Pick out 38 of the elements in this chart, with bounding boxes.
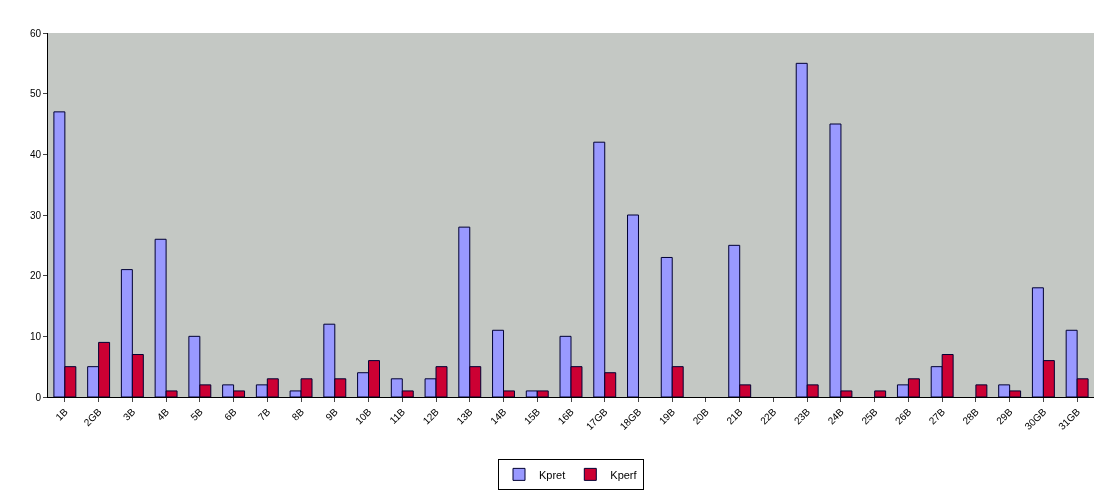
x-tick-label: 5B	[188, 405, 206, 423]
x-tick-label: 27B	[926, 405, 948, 427]
x-tick-label: 15B	[521, 405, 543, 427]
y-tick-label: 50	[29, 88, 42, 100]
x-tick-label: 13B	[454, 405, 475, 427]
x-tick-label: 4B	[154, 405, 172, 423]
x-tick-label: 12B	[420, 405, 442, 427]
y-tick-label: 10	[29, 330, 42, 342]
x-tick-label: 3B	[120, 405, 138, 423]
x-tick-label: 22B	[758, 405, 779, 427]
y-tick-label: 30	[29, 209, 42, 221]
x-tick-label: 1B	[53, 405, 71, 423]
x-tick-label: 25B	[859, 405, 880, 427]
y-tick-label: 60	[29, 27, 42, 39]
x-tick-label: 23B	[791, 405, 813, 427]
y-tick-label: 40	[29, 148, 42, 160]
x-tick-label: 20B	[690, 405, 712, 427]
x-tick-label: 21B	[724, 405, 745, 427]
x-tick-label: 9B	[323, 405, 340, 423]
x-tick-label: 14B	[488, 405, 509, 427]
y-tick-label: 20	[29, 270, 42, 282]
bar	[874, 390, 887, 397]
x-tick-label: 8B	[289, 405, 307, 423]
x-tick-label: 24B	[825, 405, 847, 427]
bar	[975, 384, 988, 397]
x-tick-label: 28B	[960, 405, 982, 427]
x-tick-label: 6B	[222, 405, 239, 423]
x-tick-label: 16B	[555, 405, 577, 427]
x-tick-label: 29B	[994, 405, 1015, 427]
bar	[627, 214, 639, 397]
x-tick-label: 26B	[893, 405, 914, 427]
legend-label: Kperf	[610, 468, 638, 481]
x-tick-label: 10B	[353, 405, 374, 427]
x-tick-label: 7B	[255, 405, 273, 423]
y-tick-label: 0	[35, 391, 42, 403]
x-tick-label: 19B	[656, 405, 678, 427]
x-tick-label: 11B	[387, 405, 408, 427]
legend-label: Kpret	[539, 468, 566, 481]
